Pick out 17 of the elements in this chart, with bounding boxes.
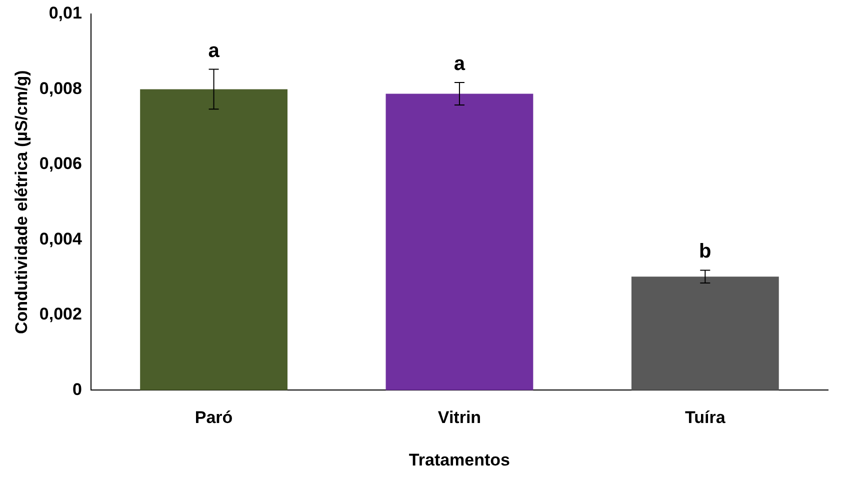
x-tick-label: Tuíra [685,408,726,428]
y-tick-label: 0,004 [39,229,82,248]
y-tick-label: 0 [72,380,82,399]
x-tick-label: Vitrin [438,408,482,428]
x-axis-title: Tratamentos [408,450,510,470]
annotation: a [208,40,220,62]
bar [386,94,534,390]
y-tick-label: 0,006 [39,154,82,174]
annotation: a [454,52,466,75]
annotation: b [699,240,712,263]
y-tick-label: 0,01 [48,4,82,23]
bar [140,89,288,390]
bar [631,276,779,390]
y-tick-label: 0,008 [39,78,82,98]
y-tick-label: 0,002 [39,304,82,324]
x-tick-label: Paró [194,408,233,428]
y-axis-title: Condutividade elétrica (µS/cm/g) [12,70,31,334]
